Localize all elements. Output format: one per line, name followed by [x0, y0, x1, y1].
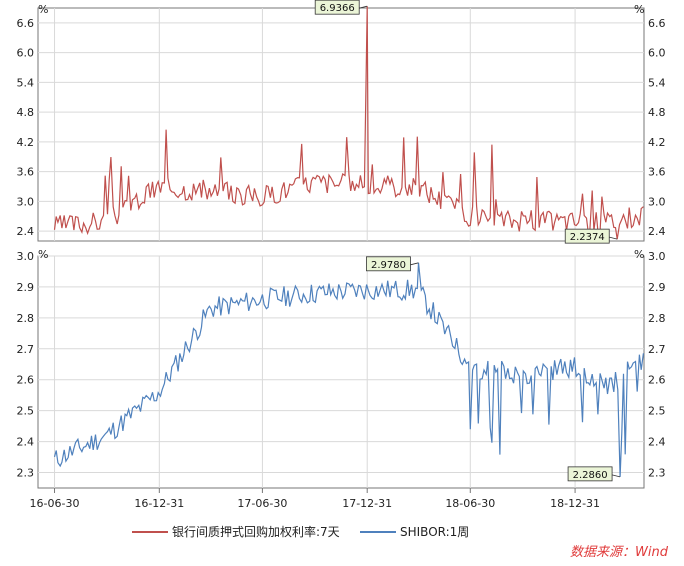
x-tick-label: 18-12-31	[550, 497, 600, 510]
y-tick-label-right: 2.9	[648, 281, 666, 294]
y-tick-label-left: 2.7	[17, 343, 35, 356]
callout-box	[567, 466, 613, 482]
y-tick-label-left: 2.3	[17, 467, 35, 480]
callout-pointer	[609, 236, 618, 240]
bottom-unit-left: %	[38, 248, 48, 261]
bottom-y-ticks: 2.3 2.3 2.4 2.4 2.5 2.5 2.6 2.6 2.7 2.7 2.8 2.8 2.9 2…	[17, 250, 666, 480]
y-tick-label-left: 2.4	[17, 436, 35, 449]
y-tick-label-left: 2.8	[17, 312, 35, 325]
y-tick-label-left: 3.6	[17, 166, 35, 179]
bottom-unit-right: %	[634, 248, 644, 261]
y-tick-label-left: 6.0	[17, 47, 35, 60]
x-tick-label: 16-12-31	[134, 497, 184, 510]
top-gridlines	[38, 8, 644, 241]
callout-label: 2.9780	[371, 260, 406, 271]
callout-box	[366, 256, 411, 272]
x-tick-label: 17-06-30	[237, 497, 287, 510]
y-tick-label-right: 2.3	[648, 467, 666, 480]
callout-pointer	[359, 5, 368, 9]
x-ticks: 16-06-30 16-12-31 17-06-30 17-12-31 18-06-30…	[30, 488, 600, 510]
y-tick-label-left: 2.5	[17, 405, 35, 418]
y-tick-label-right: 5.4	[648, 76, 666, 89]
y-tick-label-right: 4.8	[648, 106, 666, 119]
y-tick-label-left: 5.4	[17, 76, 35, 89]
top-unit-right: %	[634, 3, 644, 16]
y-tick-label-right: 3.0	[648, 195, 666, 208]
source-note: 数据来源：Wind	[570, 545, 668, 560]
y-tick-label-right: 2.8	[648, 312, 666, 325]
callout-box	[564, 228, 610, 244]
y-tick-label-left: 3.0	[17, 195, 35, 208]
annotation-callout: 2.2860	[567, 466, 621, 482]
legend-label-shibor-1w: SHIBOR:1周	[400, 525, 469, 539]
y-tick-label-right: 6.0	[648, 47, 666, 60]
top-y-ticks: 2.4 2.4 3.0 3.0 3.6 3.6 4.2 4.2 4.8 4.8 5.4 5.4 6.0 6…	[17, 17, 666, 238]
callout-label: 2.2860	[573, 470, 608, 481]
top-panel-frame	[37, 7, 645, 242]
y-tick-label-right: 3.0	[648, 250, 666, 263]
legend-label-repo-7d: 银行间质押式回购加权利率:7天	[172, 524, 340, 539]
top-unit-left: %	[38, 3, 48, 16]
y-tick-label-right: 2.5	[648, 405, 666, 418]
x-tick-label: 18-06-30	[445, 497, 495, 510]
annotations: 6.9366 2.2374 2.9780 2.2860	[314, 0, 621, 482]
y-tick-label-left: 6.6	[17, 17, 35, 30]
y-tick-label-right: 2.4	[648, 225, 666, 238]
y-tick-label-right: 2.7	[648, 343, 666, 356]
bottom-gridlines	[38, 255, 644, 488]
y-tick-label-left: 2.4	[17, 225, 35, 238]
y-tick-label-right: 4.2	[648, 136, 666, 149]
y-tick-label-right: 2.6	[648, 374, 666, 387]
legend: 银行间质押式回购加权利率:7天 SHIBOR:1周	[132, 524, 469, 539]
y-tick-label-right: 3.6	[648, 166, 666, 179]
series-line-shibor-1w	[53, 262, 644, 477]
callout-label: 6.9366	[320, 3, 355, 14]
callout-pointer	[611, 474, 621, 478]
y-tick-label-right: 2.4	[648, 436, 666, 449]
series-line-repo-7d	[53, 6, 644, 240]
y-tick-label-right: 6.6	[648, 17, 666, 30]
x-tick-label: 16-06-30	[30, 497, 80, 510]
x-tick-label: 17-12-31	[342, 497, 392, 510]
y-tick-label-left: 4.2	[17, 136, 35, 149]
annotation-callout: 2.9780	[366, 256, 419, 272]
annotation-callout: 2.2374	[564, 228, 618, 244]
callout-label: 2.2374	[570, 232, 605, 243]
y-tick-label-left: 2.9	[17, 281, 35, 294]
y-tick-label-left: 4.8	[17, 106, 35, 119]
annotation-callout: 6.9366	[314, 0, 368, 15]
callout-box	[314, 0, 360, 15]
y-tick-label-left: 3.0	[17, 250, 35, 263]
y-tick-label-left: 2.6	[17, 374, 35, 387]
callout-pointer	[410, 262, 419, 266]
